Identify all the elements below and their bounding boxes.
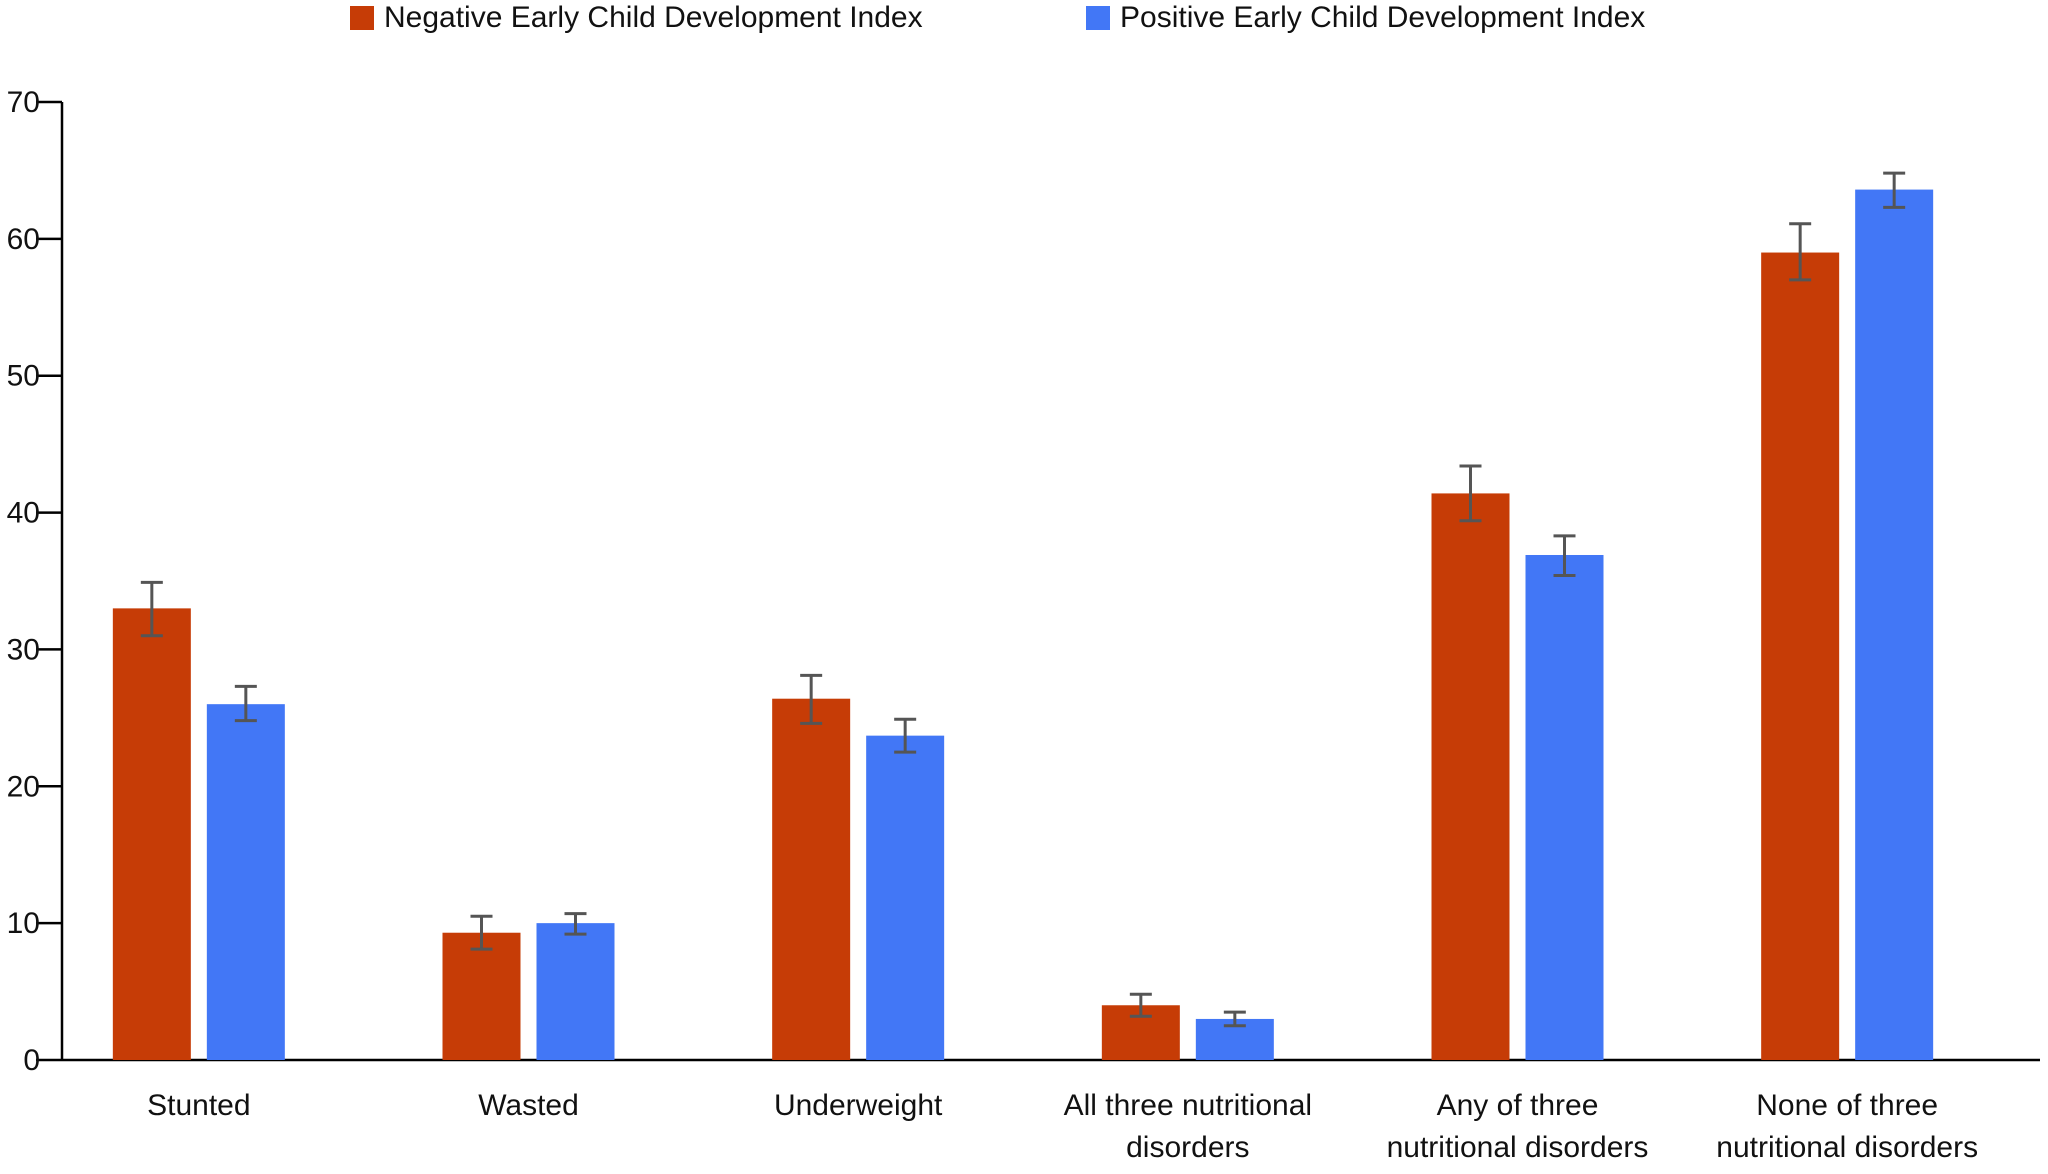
x-category-label: Any of three (1437, 1089, 1599, 1122)
x-category-label: None of three (1756, 1089, 1938, 1122)
x-category-label: nutritional disorders (1387, 1131, 1649, 1164)
y-tick-label: 50 (7, 360, 40, 393)
bar-series-1-cat-3 (772, 698, 851, 1060)
legend-swatch-series-2 (1086, 6, 1110, 30)
legend-label-series-2: Positive Early Child Development Index (1120, 1, 1645, 34)
x-category-label: nutritional disorders (1716, 1131, 1978, 1164)
error-bars (140, 171, 1906, 1028)
y-tick-label: 60 (7, 223, 40, 256)
y-tick-label: 30 (7, 633, 40, 666)
x-category-label: Wasted (478, 1089, 579, 1122)
bar-series-1-cat-2 (442, 932, 521, 1060)
legend-swatch-series-1 (350, 6, 374, 30)
bar-series-2-cat-2 (536, 923, 615, 1060)
y-tick-label: 20 (7, 770, 40, 803)
bar-series-2-cat-5 (1525, 554, 1604, 1060)
legend-label-series-1: Negative Early Child Development Index (384, 1, 923, 34)
bar-series-2-cat-1 (206, 704, 285, 1060)
x-category-label: disorders (1126, 1131, 1249, 1164)
bar-series-1-cat-6 (1761, 252, 1840, 1061)
x-category-label: Stunted (147, 1089, 250, 1122)
legend: Negative Early Child Development Index Po… (350, 1, 1645, 34)
x-category-label: Underweight (774, 1089, 943, 1122)
y-tick-label: 10 (7, 907, 40, 940)
y-tick-label: 0 (23, 1044, 40, 1077)
bar-series-2-cat-6 (1855, 189, 1934, 1061)
y-tick-label: 40 (7, 497, 40, 530)
category-labels: Stunted Wasted Underweight All three nutrit… (147, 1089, 1978, 1164)
x-category-label: All three nutritional (1064, 1089, 1312, 1122)
bar-series-1-cat-1 (112, 608, 191, 1060)
bar-series-2-cat-3 (866, 735, 945, 1060)
bar-series-1-cat-5 (1431, 493, 1510, 1060)
y-tick-label: 70 (7, 86, 40, 119)
bars (112, 189, 1934, 1061)
axes: 0 10 20 30 40 50 60 70 (7, 86, 2040, 1077)
